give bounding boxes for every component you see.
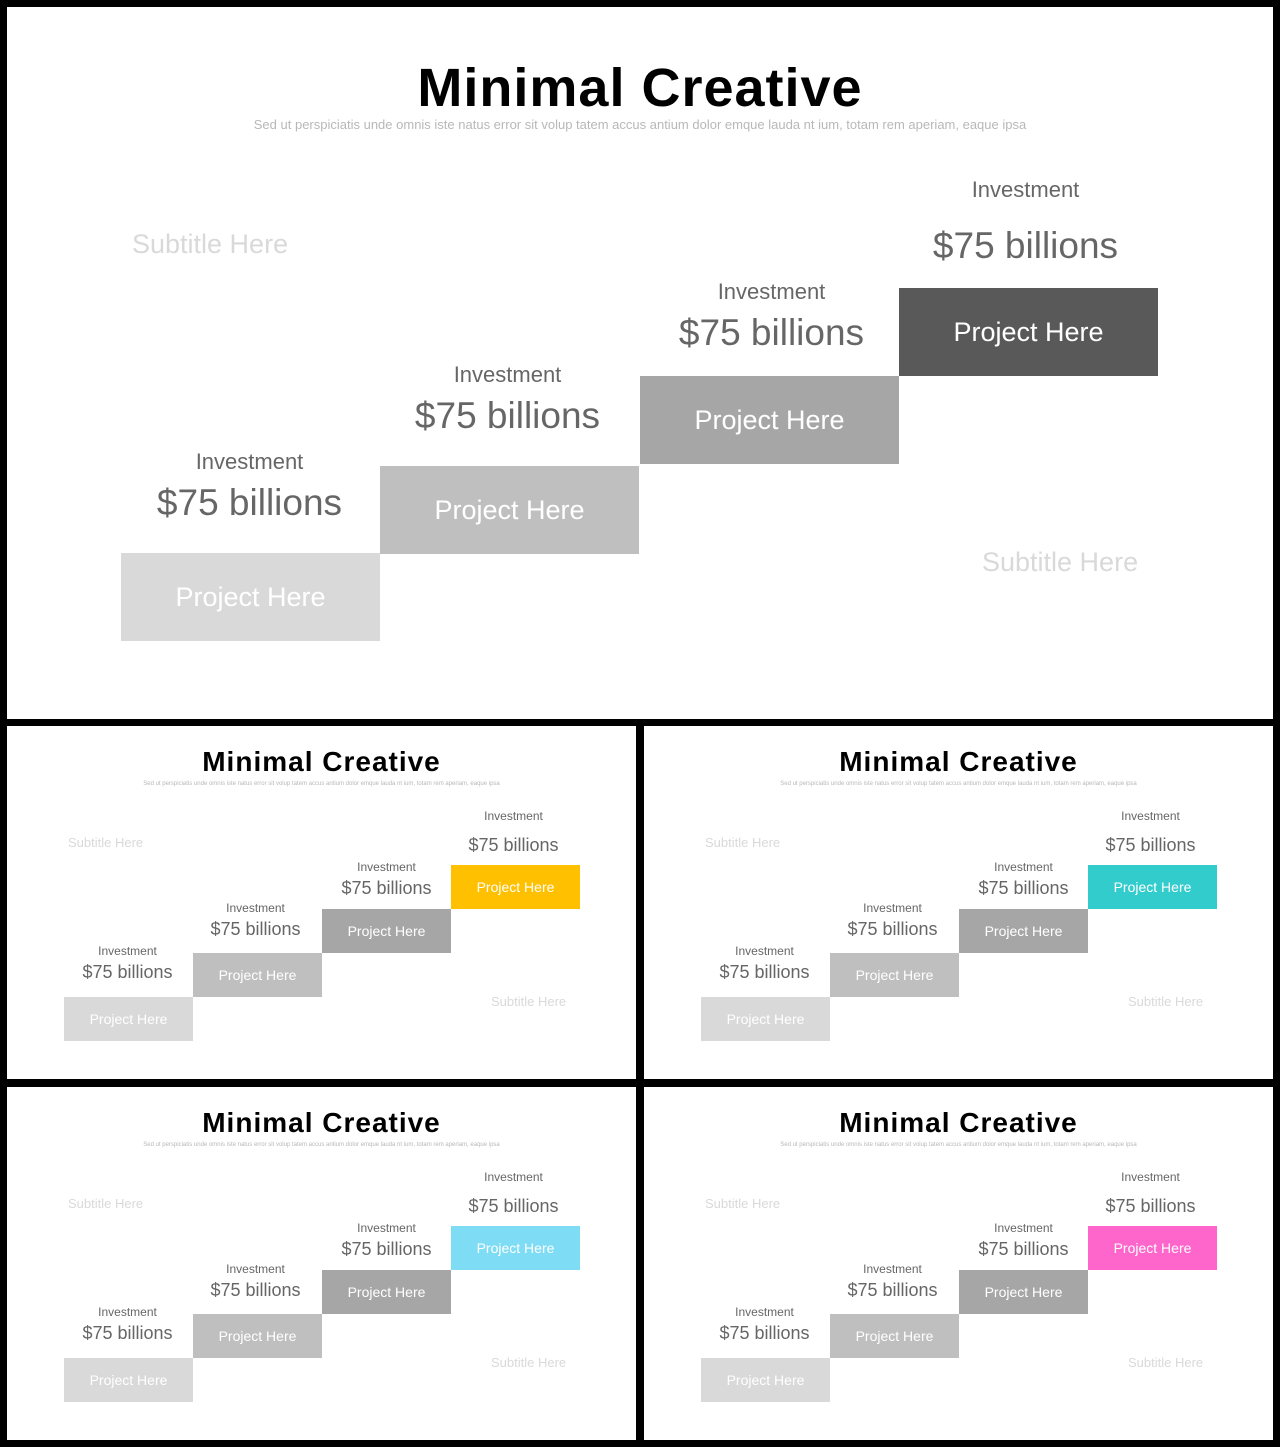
variant-slide-yellow: Minimal Creative Sed ut perspiciatis und… [7,726,636,1079]
subtitle-left: Subtitle Here [68,1196,144,1211]
step-4-box: Project Here [1088,865,1217,909]
step-2-box: Project Here [380,466,639,554]
step-4-box: Project Here [451,1226,580,1270]
step-1-investment: Investment [735,944,794,958]
subtitle-right: Subtitle Here [491,994,567,1009]
step-4-box: Project Here [899,288,1158,376]
subtitle-left: Subtitle Here [705,835,781,850]
main-slide: Minimal Creative Sed ut perspiciatis und… [7,7,1273,719]
slide-title: Minimal Creative [839,746,1078,777]
step-2-box: Project Here [193,1314,322,1358]
step-3-amount: $75 billions [978,878,1069,898]
step-2-investment: Investment [226,1262,285,1276]
step-3-amount: $75 billions [341,1239,432,1259]
subtitle-right: Subtitle Here [491,1355,567,1370]
step-2-investment: Investment [863,901,922,915]
step-1-amount: $75 billions [82,1323,173,1343]
step-1-amount: $75 billions [719,962,810,982]
step-1-box: Project Here [701,997,830,1041]
step-1-investment: Investment [98,1305,157,1319]
step-1-amount: $75 billions [82,962,173,982]
step-3-investment: Investment [357,1221,416,1235]
step-4-amount: $75 billions [468,1196,559,1216]
variant-slide-teal: Minimal Creative Sed ut perspiciatis und… [644,726,1273,1079]
step-3-investment: Investment [717,279,826,304]
subtitle-right: Subtitle Here [982,547,1139,577]
subtitle-left: Subtitle Here [132,229,289,259]
step-4-box: Project Here [451,865,580,909]
step-3-amount: $75 billions [978,1239,1069,1259]
slide-title: Minimal Creative [839,1107,1078,1138]
step-1-box: Project Here [701,1358,830,1402]
step-4-investment: Investment [484,809,543,823]
step-4-investment: Investment [1121,1170,1180,1184]
step-1-box: Project Here [64,1358,193,1402]
step-2-amount: $75 billions [414,395,601,436]
step-3-box: Project Here [640,376,899,464]
step-4-amount: $75 billions [1105,1196,1196,1216]
subtitle-left: Subtitle Here [705,1196,781,1211]
step-3-box: Project Here [322,909,451,953]
slide-subtitle-line: Sed ut perspiciatis unde omnis iste natu… [143,1142,500,1148]
variant-slide-lightblue: Minimal Creative Sed ut perspiciatis und… [7,1087,636,1440]
step-2-investment: Investment [226,901,285,915]
step-3-box: Project Here [959,1270,1088,1314]
step-2-box: Project Here [193,953,322,997]
subtitle-left: Subtitle Here [68,835,144,850]
slide-title: Minimal Creative [417,58,863,118]
step-3-amount: $75 billions [341,878,432,898]
step-4-investment: Investment [484,1170,543,1184]
slide-subtitle-line: Sed ut perspiciatis unde omnis iste natu… [780,781,1137,787]
step-1-amount: $75 billions [719,1323,810,1343]
step-4-investment: Investment [1121,809,1180,823]
step-4-amount: $75 billions [468,835,559,855]
slide-subtitle-line: Sed ut perspiciatis unde omnis iste natu… [143,781,500,787]
step-2-box: Project Here [830,953,959,997]
step-2-amount: $75 billions [210,919,301,939]
slide-title: Minimal Creative [202,746,441,777]
step-1-investment: Investment [98,944,157,958]
step-1-investment: Investment [195,449,304,474]
step-1-amount: $75 billions [156,482,343,523]
step-3-box: Project Here [959,909,1088,953]
slide-title: Minimal Creative [202,1107,441,1138]
step-4-investment: Investment [971,177,1080,202]
step-4-amount: $75 billions [1105,835,1196,855]
step-4-box: Project Here [1088,1226,1217,1270]
step-3-investment: Investment [994,860,1053,874]
step-3-box: Project Here [322,1270,451,1314]
step-4-amount: $75 billions [932,225,1119,266]
step-3-investment: Investment [994,1221,1053,1235]
step-1-investment: Investment [735,1305,794,1319]
step-2-amount: $75 billions [847,1280,938,1300]
subtitle-right: Subtitle Here [1128,994,1204,1009]
step-1-box: Project Here [121,553,380,641]
variant-slide-pink: Minimal Creative Sed ut perspiciatis und… [644,1087,1273,1440]
step-2-amount: $75 billions [847,919,938,939]
subtitle-right: Subtitle Here [1128,1355,1204,1370]
step-2-investment: Investment [863,1262,922,1276]
step-2-amount: $75 billions [210,1280,301,1300]
step-2-box: Project Here [830,1314,959,1358]
slide-subtitle-line: Sed ut perspiciatis unde omnis iste natu… [780,1142,1137,1148]
slide-subtitle-line: Sed ut perspiciatis unde omnis iste natu… [253,117,1027,132]
step-1-box: Project Here [64,997,193,1041]
step-3-amount: $75 billions [678,312,865,353]
step-3-investment: Investment [357,860,416,874]
step-2-investment: Investment [453,362,562,387]
